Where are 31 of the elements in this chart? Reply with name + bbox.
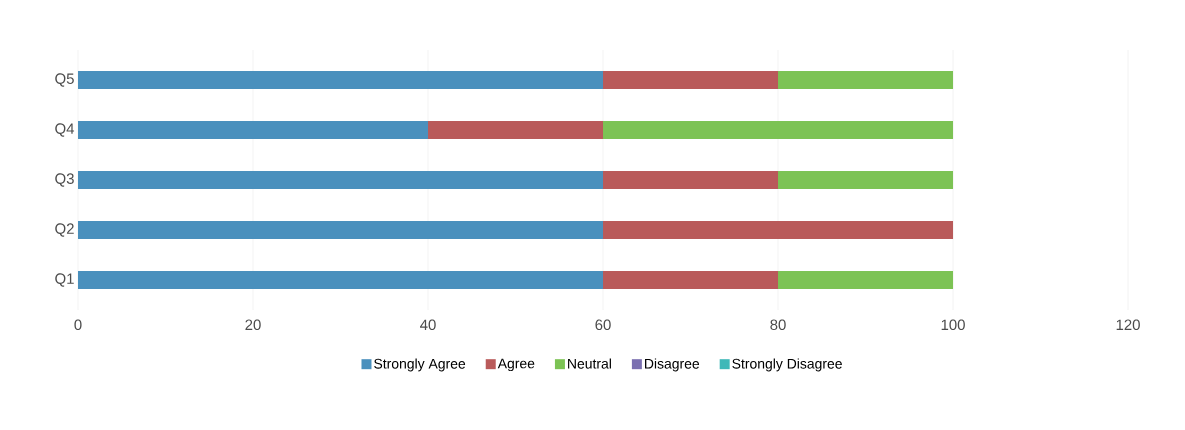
bar [78,121,429,139]
bar [778,271,954,289]
x-tick-label: 80 [770,319,786,331]
bar [778,171,954,189]
y-tick-label: Q4 [55,123,75,137]
y-tick-label: Q2 [55,223,74,237]
bar [603,171,779,189]
legend-label: Disagree [645,358,700,372]
bar [778,71,954,89]
bar [78,221,604,239]
bar [603,271,779,289]
bar [428,121,604,139]
x-tick-label: 60 [595,319,611,331]
x-tick-label: 0 [74,319,82,331]
legend-label: Agree [497,358,535,372]
bar [78,71,604,89]
x-tick-label: 40 [420,319,436,331]
y-tick-label: Q1 [55,273,74,287]
x-tick-label: 100 [941,319,965,331]
bar [603,121,954,139]
x-tick-label: 120 [1116,319,1140,331]
y-tick-label: Q3 [55,173,74,187]
x-tick-label: 20 [245,319,261,331]
bar [78,171,604,189]
legend-label: Neutral [568,358,611,369]
bar [603,71,779,89]
legend-label: Strongly Agree [374,358,466,372]
legend-label: Strongly Disagree [732,358,842,372]
bar [78,271,604,289]
y-tick-label: Q5 [55,73,74,87]
bar [603,221,954,239]
